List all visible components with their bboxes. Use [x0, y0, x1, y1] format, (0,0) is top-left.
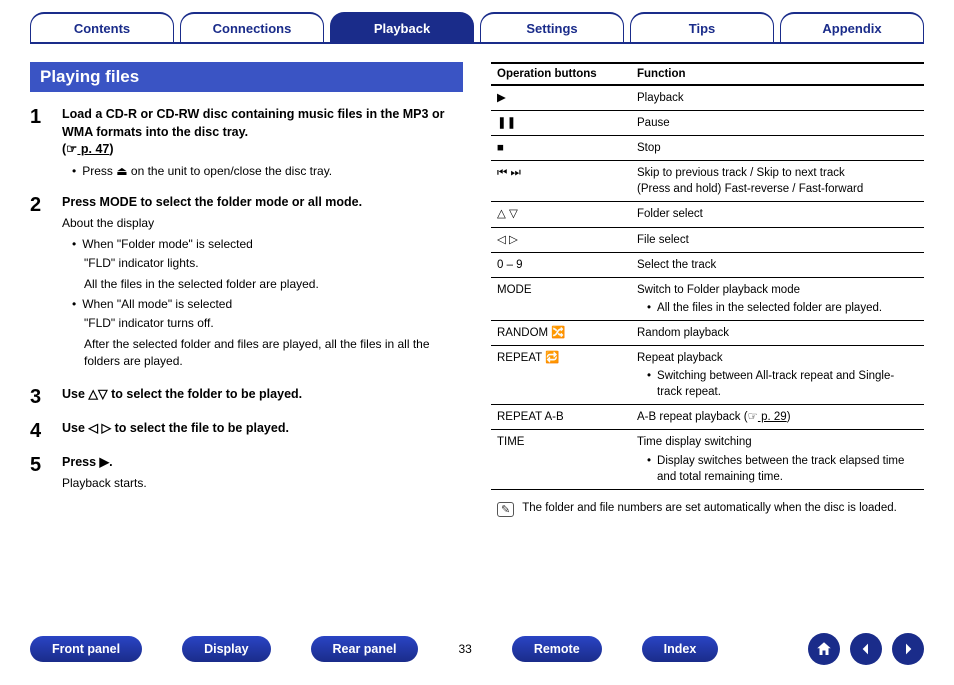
- table-row: ⏮ ⏭Skip to previous track / Skip to next…: [491, 161, 924, 202]
- op-button-cell: △ ▽: [491, 202, 631, 227]
- right-column: Operation buttons Function ▶Playback❚❚Pa…: [491, 62, 924, 517]
- page-ref-link[interactable]: p. 47: [77, 142, 109, 156]
- op-button-cell: ⏮ ⏭: [491, 161, 631, 202]
- op-function-cell: Repeat playback•Switching between All-tr…: [631, 346, 924, 405]
- prev-icon[interactable]: [850, 633, 882, 665]
- step-body: Load a CD-R or CD-RW disc containing mus…: [62, 106, 463, 182]
- step-note: Playback starts.: [62, 475, 463, 492]
- op-header-buttons: Operation buttons: [491, 63, 631, 85]
- step-heading: Use ◁ ▷ to select the file to be played.: [62, 420, 463, 438]
- bottom-nav: Front panel Display Rear panel 33 Remote Inde…: [30, 633, 924, 665]
- step-number: 4: [30, 420, 50, 442]
- next-icon[interactable]: [892, 633, 924, 665]
- step-heading: Load a CD-R or CD-RW disc containing mus…: [62, 106, 463, 159]
- table-row: RANDOM 🔀Random playback: [491, 320, 924, 345]
- step-body: Press MODE to select the folder mode or …: [62, 194, 463, 374]
- op-button-cell: REPEAT 🔁: [491, 346, 631, 405]
- step: 5 Press ▶. Playback starts.: [30, 454, 463, 496]
- tab-playback[interactable]: Playback: [330, 12, 474, 42]
- step: 3 Use △▽ to select the folder to be playe…: [30, 386, 463, 408]
- op-function-cell: Time display switching•Display switches …: [631, 430, 924, 489]
- step-about: About the display: [62, 215, 463, 232]
- op-button-cell: ▶: [491, 85, 631, 111]
- table-row: ◁ ▷File select: [491, 227, 924, 252]
- table-row: REPEAT 🔁Repeat playback•Switching betwee…: [491, 346, 924, 405]
- op-button-cell: ◁ ▷: [491, 227, 631, 252]
- tab-contents[interactable]: Contents: [30, 12, 174, 42]
- step-item: •When "All mode" is selected: [72, 296, 463, 313]
- step-body: Press ▶. Playback starts.: [62, 454, 463, 496]
- op-button-cell: REPEAT A-B: [491, 405, 631, 430]
- step-number: 2: [30, 194, 50, 374]
- op-function-cell: Random playback: [631, 320, 924, 345]
- home-icon[interactable]: [808, 633, 840, 665]
- step: 4 Use ◁ ▷ to select the file to be played…: [30, 420, 463, 442]
- step-body: Use ◁ ▷ to select the file to be played.: [62, 420, 463, 442]
- table-row: ■Stop: [491, 136, 924, 161]
- op-function-cell: Select the track: [631, 252, 924, 277]
- pencil-icon: ✎: [497, 502, 514, 517]
- nav-index[interactable]: Index: [642, 636, 719, 662]
- step-number: 3: [30, 386, 50, 408]
- op-function-cell: Skip to previous track / Skip to next tr…: [631, 161, 924, 202]
- left-column: Playing files 1Load a CD-R or CD-RW disc…: [30, 62, 463, 517]
- page-number: 33: [458, 642, 471, 656]
- step-item-line: "FLD" indicator turns off.: [84, 315, 463, 332]
- op-button-cell: RANDOM 🔀: [491, 320, 631, 345]
- step-heading: Press MODE to select the folder mode or …: [62, 194, 463, 212]
- step: 1Load a CD-R or CD-RW disc containing mu…: [30, 106, 463, 182]
- nav-display[interactable]: Display: [182, 636, 270, 662]
- nav-rear-panel[interactable]: Rear panel: [311, 636, 419, 662]
- op-function-cell: Folder select: [631, 202, 924, 227]
- operation-table: Operation buttons Function ▶Playback❚❚Pa…: [491, 62, 924, 490]
- nav-front-panel[interactable]: Front panel: [30, 636, 142, 662]
- step-number: 5: [30, 454, 50, 496]
- op-button-cell: MODE: [491, 277, 631, 320]
- step-heading: Use △▽ to select the folder to be played…: [62, 386, 463, 404]
- step-number: 1: [30, 106, 50, 182]
- table-row: 0 – 9Select the track: [491, 252, 924, 277]
- step-body: Use △▽ to select the folder to be played…: [62, 386, 463, 408]
- op-function-cell: A-B repeat playback (☞ p. 29): [631, 405, 924, 430]
- step-heading: Press ▶.: [62, 454, 463, 472]
- steps-list: 1Load a CD-R or CD-RW disc containing mu…: [30, 106, 463, 495]
- tab-appendix[interactable]: Appendix: [780, 12, 924, 42]
- table-row: TIMETime display switching•Display switc…: [491, 430, 924, 489]
- op-function-cell: Stop: [631, 136, 924, 161]
- footnote-text: The folder and file numbers are set auto…: [522, 502, 897, 514]
- op-button-cell: 0 – 9: [491, 252, 631, 277]
- step-item-line: After the selected folder and files are …: [84, 336, 463, 371]
- nav-remote[interactable]: Remote: [512, 636, 602, 662]
- table-row: △ ▽Folder select: [491, 202, 924, 227]
- step: 2 Press MODE to select the folder mode or…: [30, 194, 463, 374]
- section-title: Playing files: [30, 62, 463, 92]
- op-header-function: Function: [631, 63, 924, 85]
- op-button-cell: ■: [491, 136, 631, 161]
- tab-tips[interactable]: Tips: [630, 12, 774, 42]
- op-function-cell: Pause: [631, 111, 924, 136]
- tab-settings[interactable]: Settings: [480, 12, 624, 42]
- step-item-line: "FLD" indicator lights.: [84, 255, 463, 272]
- top-tabs: ContentsConnectionsPlaybackSettingsTipsA…: [30, 12, 924, 44]
- op-function-cell: Switch to Folder playback mode•All the f…: [631, 277, 924, 320]
- page-ref-link[interactable]: p. 29: [758, 411, 787, 423]
- op-button-cell: TIME: [491, 430, 631, 489]
- step-item: •When "Folder mode" is selected: [72, 236, 463, 253]
- op-button-cell: ❚❚: [491, 111, 631, 136]
- table-row: MODESwitch to Folder playback mode•All t…: [491, 277, 924, 320]
- op-function-cell: File select: [631, 227, 924, 252]
- footnote: ✎ The folder and file numbers are set au…: [491, 502, 924, 517]
- table-row: ▶Playback: [491, 85, 924, 111]
- table-row: REPEAT A-BA-B repeat playback (☞ p. 29): [491, 405, 924, 430]
- table-row: ❚❚Pause: [491, 111, 924, 136]
- op-function-cell: Playback: [631, 85, 924, 111]
- step-item-line: All the files in the selected folder are…: [84, 276, 463, 293]
- step-sub-bullet: •Press ⏏ on the unit to open/close the d…: [72, 163, 463, 180]
- tab-connections[interactable]: Connections: [180, 12, 324, 42]
